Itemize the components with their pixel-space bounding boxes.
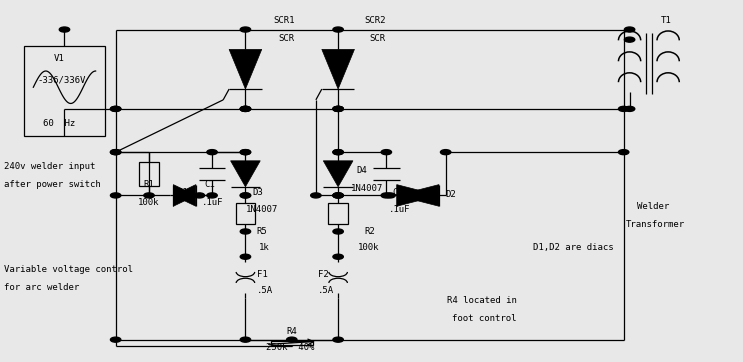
Text: F1: F1 <box>256 270 267 279</box>
Bar <box>271 341 313 345</box>
Text: .1uF: .1uF <box>201 198 223 207</box>
Text: Variable voltage control: Variable voltage control <box>4 265 134 274</box>
Circle shape <box>624 37 635 42</box>
Text: D4: D4 <box>357 166 368 175</box>
Text: T1: T1 <box>661 16 672 25</box>
Text: 100k: 100k <box>358 243 380 252</box>
Text: 240v welder input: 240v welder input <box>4 162 96 171</box>
Circle shape <box>385 193 395 198</box>
Circle shape <box>333 193 343 198</box>
Text: D2: D2 <box>446 190 456 199</box>
Polygon shape <box>397 185 439 206</box>
Circle shape <box>207 193 217 198</box>
Text: SCR: SCR <box>369 34 386 43</box>
Polygon shape <box>323 161 353 187</box>
Bar <box>236 203 255 224</box>
Text: SCR: SCR <box>279 34 295 43</box>
Circle shape <box>111 150 121 155</box>
Text: .1uF: .1uF <box>389 205 411 214</box>
Bar <box>25 46 105 136</box>
Circle shape <box>333 106 343 111</box>
Circle shape <box>333 193 343 198</box>
Circle shape <box>333 193 343 198</box>
Circle shape <box>333 337 343 342</box>
Text: Transformer: Transformer <box>626 220 685 229</box>
Polygon shape <box>230 161 260 187</box>
Circle shape <box>111 106 121 111</box>
Text: R2: R2 <box>364 227 374 236</box>
Circle shape <box>333 150 343 155</box>
Text: R4: R4 <box>286 327 297 336</box>
Circle shape <box>333 27 343 32</box>
Circle shape <box>111 150 121 155</box>
Circle shape <box>624 106 635 111</box>
Circle shape <box>240 193 250 198</box>
Circle shape <box>240 27 250 32</box>
Text: D1,D2 are diacs: D1,D2 are diacs <box>533 243 614 252</box>
Circle shape <box>441 150 451 155</box>
Polygon shape <box>173 185 196 206</box>
Circle shape <box>333 229 343 234</box>
Text: after power switch: after power switch <box>4 180 101 189</box>
Circle shape <box>287 337 297 342</box>
Text: D3: D3 <box>253 188 264 197</box>
Circle shape <box>333 254 343 259</box>
Circle shape <box>240 150 250 155</box>
Text: foot control: foot control <box>452 313 516 323</box>
Text: 250k  40%: 250k 40% <box>266 343 314 352</box>
Text: V1: V1 <box>54 54 65 63</box>
Bar <box>140 162 159 186</box>
Polygon shape <box>229 49 262 89</box>
Text: 1N4007: 1N4007 <box>351 184 383 193</box>
Text: SCR2: SCR2 <box>364 16 386 25</box>
Text: SCR1: SCR1 <box>273 16 295 25</box>
Circle shape <box>333 106 343 111</box>
Text: Welder: Welder <box>637 202 669 211</box>
Circle shape <box>240 106 250 111</box>
Circle shape <box>194 193 204 198</box>
Circle shape <box>381 150 392 155</box>
Circle shape <box>240 106 250 111</box>
Circle shape <box>144 193 155 198</box>
Circle shape <box>111 106 121 111</box>
Circle shape <box>333 150 343 155</box>
Text: C1: C1 <box>204 180 215 189</box>
Circle shape <box>240 229 250 234</box>
Text: .5A: .5A <box>318 286 334 295</box>
Circle shape <box>624 27 635 32</box>
Circle shape <box>240 254 250 259</box>
Circle shape <box>311 193 321 198</box>
Polygon shape <box>173 185 196 206</box>
Circle shape <box>111 193 121 198</box>
Circle shape <box>240 337 250 342</box>
Text: 1k: 1k <box>259 243 270 252</box>
Text: R1: R1 <box>143 180 154 189</box>
Bar <box>328 203 348 224</box>
Circle shape <box>59 27 70 32</box>
Text: 60  Hz: 60 Hz <box>43 119 75 128</box>
Circle shape <box>240 106 250 111</box>
Text: F2: F2 <box>318 270 329 279</box>
Circle shape <box>618 150 629 155</box>
Text: 100k: 100k <box>138 198 160 207</box>
Text: R5: R5 <box>256 227 267 236</box>
Circle shape <box>240 150 250 155</box>
Text: R4 located in: R4 located in <box>447 295 517 304</box>
Text: C2: C2 <box>392 188 403 197</box>
Circle shape <box>333 106 343 111</box>
Text: for arc welder: for arc welder <box>4 283 80 292</box>
Circle shape <box>111 337 121 342</box>
Circle shape <box>207 150 217 155</box>
Circle shape <box>618 106 629 111</box>
Polygon shape <box>397 185 439 206</box>
Text: -336/336V: -336/336V <box>38 76 86 85</box>
Text: 1N4007: 1N4007 <box>245 205 278 214</box>
Text: D1: D1 <box>177 188 188 197</box>
Circle shape <box>240 193 250 198</box>
Polygon shape <box>322 49 354 89</box>
Circle shape <box>381 193 392 198</box>
Text: .5A: .5A <box>256 286 273 295</box>
